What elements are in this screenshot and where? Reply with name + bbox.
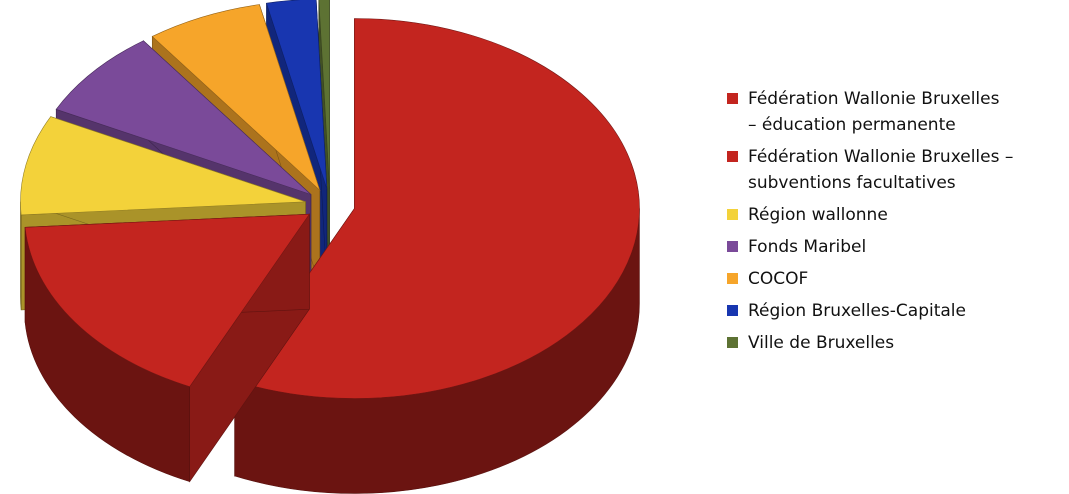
legend-label: Ville de Bruxelles: [748, 333, 895, 353]
legend-swatch: [727, 93, 738, 104]
legend-swatch: [727, 241, 738, 252]
pie-slice-side: [20, 201, 22, 310]
legend: Fédération Wallonie Bruxelles – éducatio…: [727, 86, 1067, 362]
pie-slice-1: [24, 213, 311, 483]
legend-label: Fédération Wallonie Bruxelles – éducatio…: [748, 89, 1000, 135]
legend-item: Région Bruxelles-Capitale: [727, 298, 1067, 324]
legend-item: Fédération Wallonie Bruxelles – éducatio…: [727, 86, 1067, 138]
legend-item: Région wallonne: [727, 202, 1067, 228]
legend-label: Fédération Wallonie Bruxelles – subventi…: [748, 147, 1014, 193]
pie-slice-top: [151, 4, 321, 192]
legend-item: COCOF: [727, 266, 1067, 292]
legend-label: Région wallonne: [748, 205, 888, 225]
pie-slice-top: [318, 0, 330, 189]
pie-slice-top: [55, 40, 312, 195]
legend-item: Ville de Bruxelles: [727, 330, 1067, 356]
pie-slice-top: [24, 213, 311, 387]
legend-item: Fédération Wallonie Bruxelles – subventi…: [727, 144, 1067, 196]
legend-swatch: [727, 305, 738, 316]
pie-slices: [20, 0, 640, 494]
pie-chart: [20, 0, 640, 494]
legend-swatch: [727, 273, 738, 284]
pie-slice-top: [234, 18, 640, 399]
legend-swatch: [727, 151, 738, 162]
legend-label: COCOF: [748, 269, 809, 289]
pie-slice-top: [20, 116, 306, 216]
legend-swatch: [727, 337, 738, 348]
pie-slice-top: [266, 0, 328, 189]
legend-item: Fonds Maribel: [727, 234, 1067, 260]
legend-label: Région Bruxelles-Capitale: [748, 301, 966, 321]
pie-slice-0: [234, 18, 640, 494]
legend-label: Fonds Maribel: [748, 237, 867, 257]
legend-swatch: [727, 209, 738, 220]
